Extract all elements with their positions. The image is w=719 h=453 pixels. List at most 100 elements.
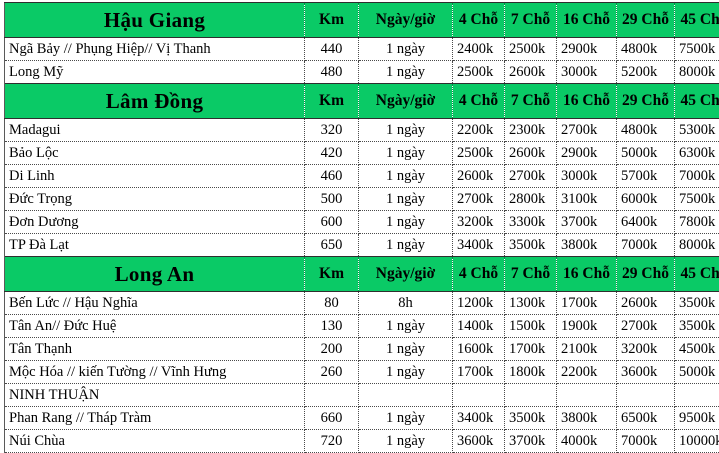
column-header-seat16: 16 Chỗ: [557, 257, 617, 292]
cell-km: 200: [305, 338, 359, 361]
cell-seat7: 3700k: [505, 430, 557, 453]
cell-seat7: 3500k: [505, 407, 557, 430]
cell-seat16: 4000k: [557, 430, 617, 453]
cell-seat4: 1700k: [453, 361, 505, 384]
column-header-seat7: 7 Chỗ: [505, 3, 557, 38]
subsection-label: NINH THUẬN: [5, 384, 305, 407]
cell-time: 1 ngày: [359, 38, 453, 61]
cell-seat16: 3100k: [557, 188, 617, 211]
cell-km: [305, 384, 359, 407]
column-header-time: Ngày/giờ: [359, 3, 453, 38]
column-header-seat45: 45 Chỗ: [675, 84, 719, 119]
cell-seat29: 2600k: [617, 292, 675, 315]
cell-seat29: 2700k: [617, 315, 675, 338]
cell-seat16: 3800k: [557, 407, 617, 430]
cell-km: 420: [305, 142, 359, 165]
cell-km: 440: [305, 38, 359, 61]
route-name: Mộc Hóa // kiến Tường // Vĩnh Hưng: [5, 361, 305, 384]
cell-time: 1 ngày: [359, 361, 453, 384]
column-header-seat29: 29 Chỗ: [617, 84, 675, 119]
cell-time: 1 ngày: [359, 315, 453, 338]
column-header-km: Km: [305, 3, 359, 38]
cell-km: 650: [305, 234, 359, 257]
cell-seat45: 7000k: [675, 165, 719, 188]
column-header-seat7: 7 Chỗ: [505, 84, 557, 119]
cell-time: 8h: [359, 292, 453, 315]
cell-time: 1 ngày: [359, 430, 453, 453]
cell-seat4: 1400k: [453, 315, 505, 338]
route-name: Đức Trọng: [5, 188, 305, 211]
cell-seat7: 2300k: [505, 119, 557, 142]
section-title: Long An: [5, 257, 305, 292]
cell-seat45: 8000k: [675, 61, 719, 84]
cell-seat16: 2700k: [557, 119, 617, 142]
cell-seat29: 3600k: [617, 361, 675, 384]
column-header-seat45: 45 Chỗ: [675, 257, 719, 292]
cell-km: 660: [305, 407, 359, 430]
cell-seat29: 5200k: [617, 61, 675, 84]
cell-time: 1 ngày: [359, 188, 453, 211]
cell-seat29: 7000k: [617, 234, 675, 257]
cell-time: 1 ngày: [359, 142, 453, 165]
cell-time: 1 ngày: [359, 165, 453, 188]
cell-seat16: 1900k: [557, 315, 617, 338]
cell-time: 1 ngày: [359, 234, 453, 257]
cell-seat7: 1700k: [505, 338, 557, 361]
cell-seat29: 6000k: [617, 188, 675, 211]
column-header-seat4: 4 Chỗ: [453, 84, 505, 119]
cell-seat29: 7000k: [617, 430, 675, 453]
cell-seat16: 3000k: [557, 61, 617, 84]
cell-seat45: 7500k: [675, 188, 719, 211]
cell-seat7: 1800k: [505, 361, 557, 384]
cell-seat29: [617, 384, 675, 407]
column-header-seat4: 4 Chỗ: [453, 257, 505, 292]
cell-seat45: 6300k: [675, 142, 719, 165]
cell-seat16: 3700k: [557, 211, 617, 234]
cell-seat16: 3800k: [557, 234, 617, 257]
route-name: Bến Lức // Hậu Nghĩa: [5, 292, 305, 315]
cell-seat4: 3600k: [453, 430, 505, 453]
cell-seat4: 3200k: [453, 211, 505, 234]
cell-km: 460: [305, 165, 359, 188]
cell-seat29: 6400k: [617, 211, 675, 234]
subsection-row: NINH THUẬN: [5, 384, 719, 407]
cell-seat45: [675, 384, 719, 407]
cell-seat29: 3200k: [617, 338, 675, 361]
route-name: Núi Chùa: [5, 430, 305, 453]
cell-seat45: 3500k: [675, 292, 719, 315]
cell-time: 1 ngày: [359, 61, 453, 84]
cell-seat7: 2500k: [505, 38, 557, 61]
route-name: Di Linh: [5, 165, 305, 188]
column-header-seat16: 16 Chỗ: [557, 3, 617, 38]
cell-seat16: 2100k: [557, 338, 617, 361]
cell-seat29: 6500k: [617, 407, 675, 430]
cell-seat16: [557, 384, 617, 407]
cell-seat45: 10000k: [675, 430, 719, 453]
cell-seat7: 2700k: [505, 165, 557, 188]
column-header-seat7: 7 Chỗ: [505, 257, 557, 292]
cell-km: 480: [305, 61, 359, 84]
column-header-seat16: 16 Chỗ: [557, 84, 617, 119]
cell-seat45: 5300k: [675, 119, 719, 142]
cell-seat4: 2400k: [453, 38, 505, 61]
cell-seat4: 1600k: [453, 338, 505, 361]
cell-seat4: 2600k: [453, 165, 505, 188]
cell-seat29: 4800k: [617, 119, 675, 142]
cell-seat4: [453, 384, 505, 407]
cell-km: 600: [305, 211, 359, 234]
route-name: Ngã Bảy // Phụng Hiệp// Vị Thanh: [5, 38, 305, 61]
cell-seat16: 2200k: [557, 361, 617, 384]
